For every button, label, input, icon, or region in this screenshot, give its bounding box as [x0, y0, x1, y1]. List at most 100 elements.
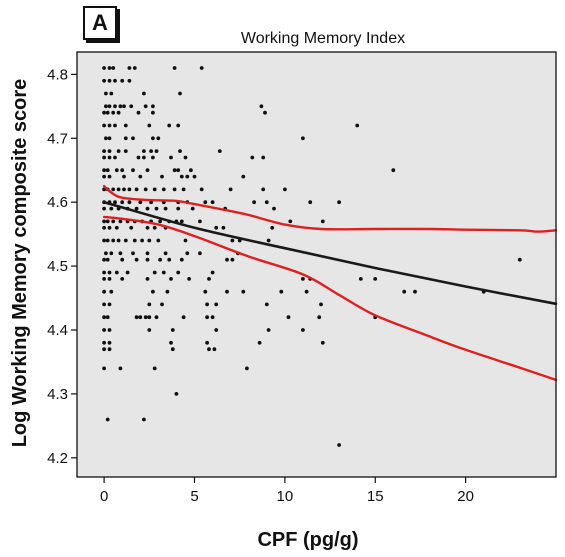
data-point — [109, 91, 114, 96]
data-point — [225, 289, 229, 294]
data-point — [252, 200, 256, 205]
data-point — [145, 168, 150, 173]
data-point — [203, 289, 208, 294]
data-point — [142, 417, 146, 422]
data-point — [102, 302, 106, 307]
data-point — [145, 277, 150, 281]
data-point — [151, 110, 155, 115]
y-tick-label: 4.6 — [47, 194, 68, 211]
data-point — [192, 174, 197, 179]
data-point — [156, 238, 161, 243]
data-point — [207, 347, 211, 352]
data-point — [198, 251, 202, 256]
data-point — [102, 66, 106, 70]
data-point — [402, 289, 407, 294]
data-point — [107, 123, 112, 128]
data-point — [105, 219, 110, 224]
data-point — [163, 251, 168, 256]
data-point — [111, 110, 116, 115]
x-tick-label: 0 — [100, 488, 108, 505]
data-point — [283, 187, 287, 192]
data-point — [152, 225, 157, 230]
data-point — [127, 200, 132, 205]
data-point — [134, 206, 139, 211]
data-point — [107, 174, 112, 179]
data-point — [145, 225, 150, 230]
data-point — [102, 225, 106, 230]
data-point — [111, 219, 116, 224]
data-point — [250, 155, 255, 160]
data-point — [129, 104, 134, 109]
data-point — [301, 277, 305, 281]
data-point — [210, 315, 215, 320]
data-point — [122, 174, 126, 179]
data-point — [107, 347, 112, 352]
data-point — [176, 270, 181, 275]
data-point — [102, 347, 106, 352]
data-point — [140, 238, 145, 243]
data-point — [176, 168, 181, 173]
data-point — [107, 66, 112, 70]
data-point — [185, 174, 190, 179]
data-point — [241, 174, 246, 179]
data-point — [120, 78, 125, 83]
data-point — [131, 168, 135, 173]
data-point — [205, 302, 210, 307]
data-point — [337, 443, 341, 447]
data-point — [214, 328, 219, 332]
data-point — [170, 328, 175, 332]
data-point — [181, 315, 186, 320]
data-point — [142, 155, 146, 160]
trend-lines — [102, 185, 558, 382]
data-point — [127, 66, 132, 70]
data-point — [107, 328, 112, 332]
data-point — [102, 366, 106, 371]
data-point — [178, 149, 182, 154]
data-point — [154, 206, 159, 211]
data-point — [358, 277, 363, 281]
data-point — [230, 238, 235, 243]
data-point — [138, 315, 143, 320]
data-point — [147, 328, 152, 332]
data-point — [122, 104, 126, 109]
data-point — [102, 155, 106, 160]
y-axis-label: Log Working Memory composite score — [9, 79, 31, 448]
data-point — [214, 302, 219, 307]
data-point — [102, 219, 106, 224]
data-point — [169, 155, 173, 160]
data-point — [104, 91, 108, 96]
data-point — [145, 206, 150, 211]
lower-ci-line — [102, 215, 558, 382]
data-point — [172, 168, 177, 173]
data-point — [107, 149, 112, 154]
axis-ticks: 0 5 10 15 20 4.2 4.3 4.4 4.5 4.6 4.7 4.8 — [47, 66, 474, 505]
data-point — [102, 78, 106, 83]
data-point — [189, 168, 193, 173]
data-point — [118, 104, 123, 109]
data-point — [143, 315, 148, 320]
data-point — [127, 78, 132, 83]
data-point — [263, 110, 267, 115]
data-point — [102, 206, 106, 211]
data-point — [167, 257, 172, 262]
data-point — [151, 136, 155, 141]
data-point — [147, 238, 152, 243]
data-point — [301, 136, 305, 141]
plot-background — [77, 52, 556, 477]
data-point — [151, 104, 155, 109]
data-point — [187, 277, 192, 281]
plot-frame — [76, 51, 557, 478]
upper-ci-line — [102, 185, 558, 233]
data-point — [151, 289, 155, 294]
data-point — [105, 417, 110, 422]
data-point — [225, 257, 229, 262]
data-point — [169, 277, 173, 281]
data-point — [210, 200, 215, 205]
data-point — [102, 238, 106, 243]
data-point — [142, 149, 146, 154]
data-point — [127, 187, 132, 192]
data-point — [145, 257, 150, 262]
data-point — [131, 251, 135, 256]
data-point — [176, 206, 181, 211]
